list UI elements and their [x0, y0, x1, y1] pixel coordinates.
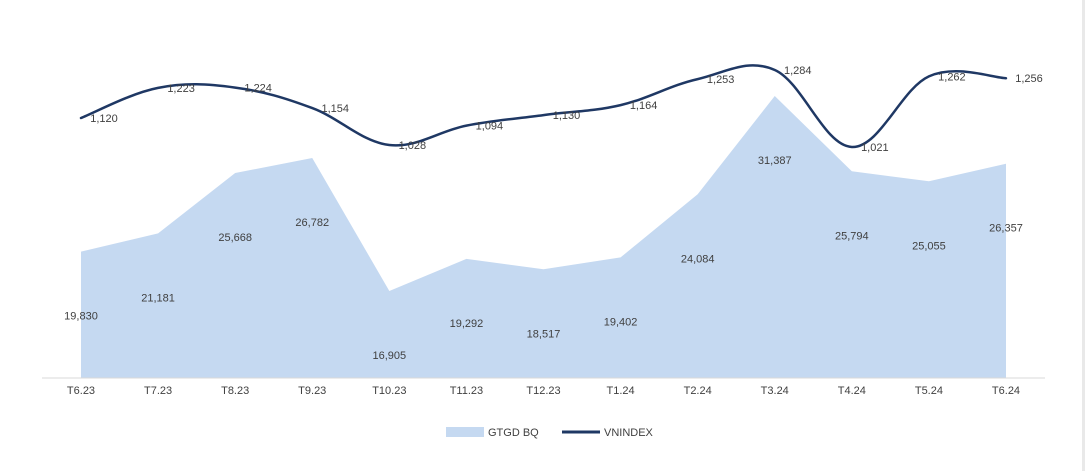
area-data-label: 19,292	[450, 318, 484, 330]
area-data-label: 25,668	[218, 232, 252, 244]
line-data-label: 1,028	[399, 140, 427, 152]
x-tick-label: T11.23	[450, 385, 483, 397]
line-data-label: 1,021	[861, 142, 889, 154]
area-data-label: 31,387	[758, 155, 792, 167]
area-series-gtgd-bq	[81, 96, 1006, 378]
legend-label-vnindex: VNINDEX	[604, 427, 654, 439]
x-tick-label: T3.24	[761, 385, 789, 397]
area-data-label: 26,782	[295, 217, 329, 229]
line-data-labels: 1,120 1,223 1,224 1,154 1,028 1,094 1,130 1,164…	[90, 65, 1043, 154]
line-data-label: 1,154	[321, 103, 349, 115]
area-data-label: 26,357	[989, 223, 1023, 235]
x-tick-label: T4.24	[838, 385, 866, 397]
line-data-label: 1,253	[707, 74, 735, 86]
area-data-label: 25,794	[835, 230, 869, 242]
area-data-label: 19,402	[604, 316, 638, 328]
line-data-label: 1,224	[244, 83, 272, 95]
x-tick-label: T9.23	[298, 385, 326, 397]
x-tick-label: T1.24	[607, 385, 635, 397]
x-axis-ticks: T6.23 T7.23 T8.23 T9.23 T10.23 T11.23 T12.23 T1…	[67, 385, 1020, 397]
x-tick-label: T5.24	[915, 385, 943, 397]
area-data-label: 18,517	[527, 328, 561, 340]
line-data-label: 1,120	[90, 113, 118, 125]
x-tick-label: T8.23	[221, 385, 249, 397]
area-data-label: 25,055	[912, 240, 946, 252]
page-edge	[1082, 0, 1085, 471]
line-data-label: 1,094	[476, 121, 504, 133]
line-data-label: 1,284	[784, 65, 812, 77]
area-data-label: 19,830	[64, 311, 98, 323]
line-data-label: 1,256	[1015, 73, 1043, 85]
line-path	[79, 64, 1008, 149]
line-series-vnindex	[79, 64, 1008, 149]
x-tick-label: T10.23	[372, 385, 406, 397]
line-data-label: 1,262	[938, 71, 966, 83]
x-tick-label: T6.24	[992, 385, 1020, 397]
area-data-labels: 19,830 21,181 25,668 26,782 16,905 19,292 18,5…	[64, 155, 1023, 362]
x-tick-label: T6.23	[67, 385, 95, 397]
legend-swatch-gtgd-bq	[446, 427, 484, 437]
line-data-label: 1,130	[553, 110, 581, 122]
area-fill	[81, 96, 1006, 378]
line-data-label: 1,164	[630, 100, 658, 112]
line-data-label: 1,223	[167, 83, 195, 95]
legend-label-gtgd-bq: GTGD BQ	[488, 427, 539, 439]
legend: GTGD BQ VNINDEX	[446, 427, 654, 439]
x-tick-label: T2.24	[684, 385, 712, 397]
area-data-label: 21,181	[141, 292, 175, 304]
x-tick-label: T7.23	[144, 385, 172, 397]
area-data-label: 24,084	[681, 253, 715, 265]
area-data-label: 16,905	[373, 350, 407, 362]
x-tick-label: T12.23	[526, 385, 560, 397]
